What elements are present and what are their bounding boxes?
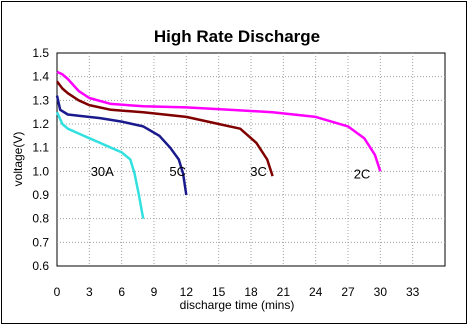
x-tick-label: 27 — [341, 285, 355, 299]
x-tick-label: 18 — [244, 285, 258, 299]
series-label-30a: 30A — [91, 164, 114, 179]
series-line-30a — [55, 111, 145, 219]
x-tick-label: 6 — [118, 285, 125, 299]
y-tick-label: 1.0 — [32, 164, 49, 178]
y-tick-label: 0.7 — [32, 235, 49, 249]
tick-labels: 0.6 0.7 0.8 0.9 1.0 1.1 1.2 1.3 1.4 1.5 0 3 6 9 12 15 18… — [32, 46, 419, 299]
y-tick-label: 1.2 — [32, 117, 49, 131]
plot-area — [56, 52, 446, 267]
series-annotations: 30A 5C 3C 2C — [91, 164, 371, 181]
series-line-2c — [56, 70, 382, 172]
x-tick-label: 24 — [309, 285, 323, 299]
series-line-3c — [56, 80, 274, 177]
x-tick-label: 15 — [212, 285, 226, 299]
chart-title: High Rate Discharge — [154, 27, 320, 46]
series-label-5c: 5C — [169, 164, 186, 179]
x-tick-label: 9 — [151, 285, 158, 299]
series-layer — [55, 70, 382, 219]
series-label-3c: 3C — [250, 164, 267, 179]
x-tick-label: 0 — [54, 285, 61, 299]
x-axis-label: discharge time (mins) — [180, 298, 295, 312]
x-tick-label: 12 — [180, 285, 194, 299]
series-label-2c: 2C — [354, 166, 371, 181]
gridlines — [57, 53, 445, 266]
series-line-5c — [55, 95, 188, 196]
y-tick-label: 1.1 — [32, 141, 49, 155]
y-tick-label: 1.4 — [32, 70, 49, 84]
y-tick-label: 0.9 — [32, 188, 49, 202]
x-tick-label: 33 — [406, 285, 420, 299]
y-tick-label: 1.3 — [32, 93, 49, 107]
x-tick-label: 3 — [86, 285, 93, 299]
y-tick-label: 1.5 — [32, 46, 49, 60]
y-tick-label: 0.8 — [32, 212, 49, 226]
x-tick-label: 30 — [374, 285, 388, 299]
x-tick-label: 21 — [277, 285, 291, 299]
y-axis-label: voltage(V) — [11, 132, 25, 187]
y-tick-label: 0.6 — [32, 259, 49, 273]
